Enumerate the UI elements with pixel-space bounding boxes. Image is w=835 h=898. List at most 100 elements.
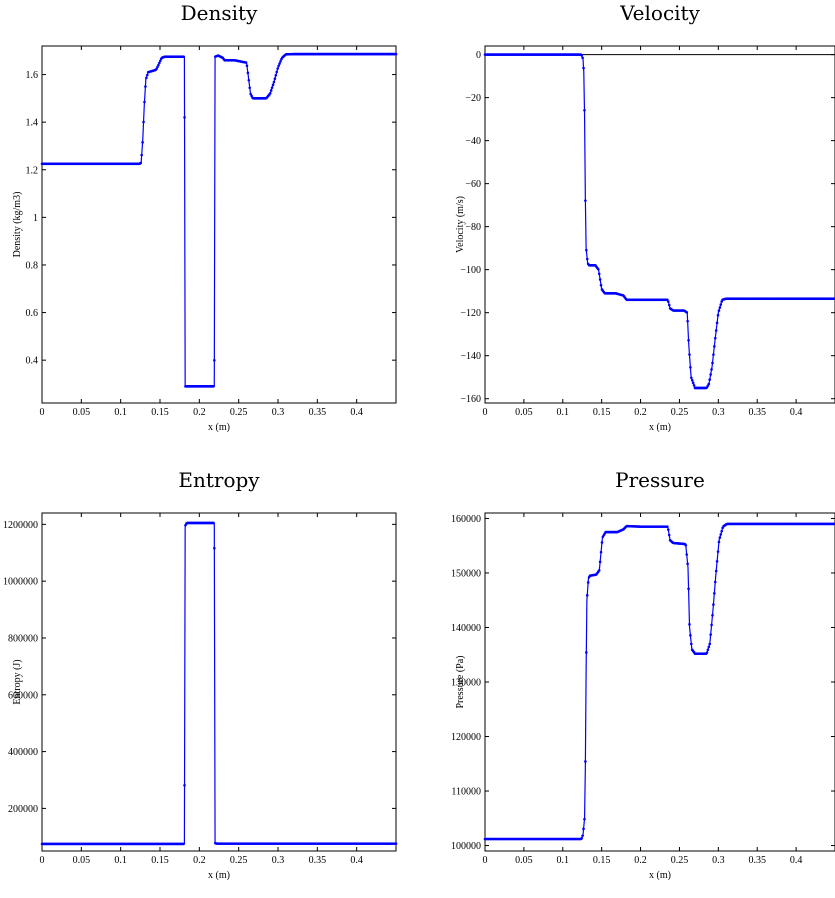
- x-axis-label: x (m): [649, 422, 671, 433]
- data-point: [685, 311, 689, 314]
- y-tick-label: 100000: [451, 841, 481, 852]
- y-tick-label: 1200000: [3, 520, 38, 531]
- data-point: [690, 376, 693, 380]
- y-tick-label: 0.4: [26, 356, 39, 367]
- data-point: [142, 120, 145, 124]
- data-point: [246, 71, 250, 75]
- data-point: [183, 116, 186, 119]
- data-point: [586, 581, 590, 584]
- data-point: [141, 141, 144, 144]
- data-point: [585, 248, 588, 252]
- data-point: [689, 634, 692, 637]
- data-point: [712, 603, 715, 606]
- data-point: [666, 300, 670, 303]
- x-tick-label: 0: [483, 855, 488, 866]
- series-line-0: [42, 53, 396, 387]
- chart-panel-2: Entropy 0 0.05 0.1 0.15 0.2 0.25 0.3 0.35 0.4 2000…: [3, 468, 398, 881]
- y-tick-label: 1.6: [26, 70, 39, 81]
- chart-panel-0: Density 0 0.05 0.1 0.15 0.2 0.25 0.3 0.35 0.4 0.4 0…: [12, 1, 398, 433]
- data-point: [713, 345, 716, 348]
- x-tick-label: 0: [483, 407, 488, 418]
- y-tick-label: −80: [465, 222, 481, 233]
- data-point: [598, 560, 602, 564]
- data-point: [584, 199, 587, 202]
- y-tick-label: −160: [460, 394, 481, 405]
- data-point: [145, 76, 148, 80]
- data-point: [270, 86, 274, 89]
- chart-title: Pressure: [615, 468, 705, 492]
- x-tick-label: 0.05: [73, 855, 91, 866]
- data-point: [143, 100, 146, 104]
- x-tick-label: 0.4: [350, 855, 363, 866]
- data-point: [707, 382, 711, 386]
- data-point: [692, 384, 696, 387]
- x-tick-label: 0.35: [309, 407, 327, 418]
- data-point: [213, 359, 216, 362]
- data-point: [582, 827, 585, 831]
- x-tick-label: 0.15: [593, 407, 611, 418]
- data-point: [706, 648, 710, 652]
- x-tick-label: 0.25: [671, 855, 689, 866]
- data-point: [244, 61, 248, 64]
- data-point: [580, 836, 584, 840]
- data-point: [394, 52, 398, 56]
- data-point: [684, 544, 688, 547]
- data-point: [713, 592, 716, 595]
- data-point: [719, 533, 723, 536]
- x-tick-label: 0: [40, 407, 45, 418]
- y-tick-label: −140: [460, 351, 481, 362]
- data-point: [583, 817, 586, 821]
- x-tick-label: 0.4: [790, 855, 803, 866]
- chart-title: Velocity: [619, 1, 701, 25]
- y-axis-label: Velocity (m/s): [455, 196, 466, 253]
- data-point: [717, 309, 721, 312]
- data-point: [666, 528, 670, 531]
- data-point: [687, 338, 690, 342]
- y-tick-label: −20: [465, 93, 481, 104]
- data-point: [245, 64, 249, 68]
- data-point: [581, 834, 584, 837]
- x-tick-label: 0.3: [712, 855, 725, 866]
- data-point: [158, 61, 161, 65]
- data-point: [269, 89, 273, 92]
- data-point: [707, 645, 711, 649]
- x-axis-label: x (m): [208, 870, 230, 881]
- data-point: [711, 361, 714, 365]
- data-point: [711, 613, 714, 617]
- data-point: [273, 77, 277, 80]
- data-point: [715, 560, 719, 563]
- y-tick-label: −120: [460, 308, 481, 319]
- y-tick-label: −40: [465, 136, 481, 147]
- data-point: [585, 594, 589, 597]
- data-point: [710, 368, 713, 371]
- data-point: [687, 587, 690, 591]
- data-point: [689, 365, 692, 369]
- data-point: [278, 62, 281, 65]
- x-tick-label: 0.05: [515, 855, 533, 866]
- data-point: [585, 651, 588, 654]
- data-point: [716, 550, 720, 553]
- data-point: [212, 385, 215, 388]
- chart-title: Entropy: [178, 468, 260, 492]
- data-point: [183, 784, 186, 787]
- data-point: [691, 381, 695, 385]
- plot-frame: [484, 512, 835, 852]
- data-point: [714, 569, 718, 573]
- x-tick-label: 0.15: [151, 855, 169, 866]
- x-axis-label: x (m): [208, 422, 230, 433]
- y-tick-label: 0.8: [26, 260, 39, 271]
- data-point: [690, 379, 694, 382]
- x-tick-label: 0.35: [748, 407, 766, 418]
- x-tick-label: 0.2: [634, 855, 647, 866]
- x-tick-label: 0.35: [309, 855, 327, 866]
- chart-title: Density: [181, 1, 258, 25]
- data-point: [139, 161, 143, 165]
- data-point: [688, 353, 691, 356]
- y-tick-label: 120000: [451, 732, 481, 743]
- y-axis-label: Density (kg/m3): [12, 192, 23, 258]
- data-point: [719, 303, 723, 306]
- x-tick-label: 0.3: [712, 407, 725, 418]
- data-point: [712, 353, 715, 356]
- y-tick-label: 200000: [8, 804, 38, 815]
- y-tick-label: 0: [476, 50, 481, 61]
